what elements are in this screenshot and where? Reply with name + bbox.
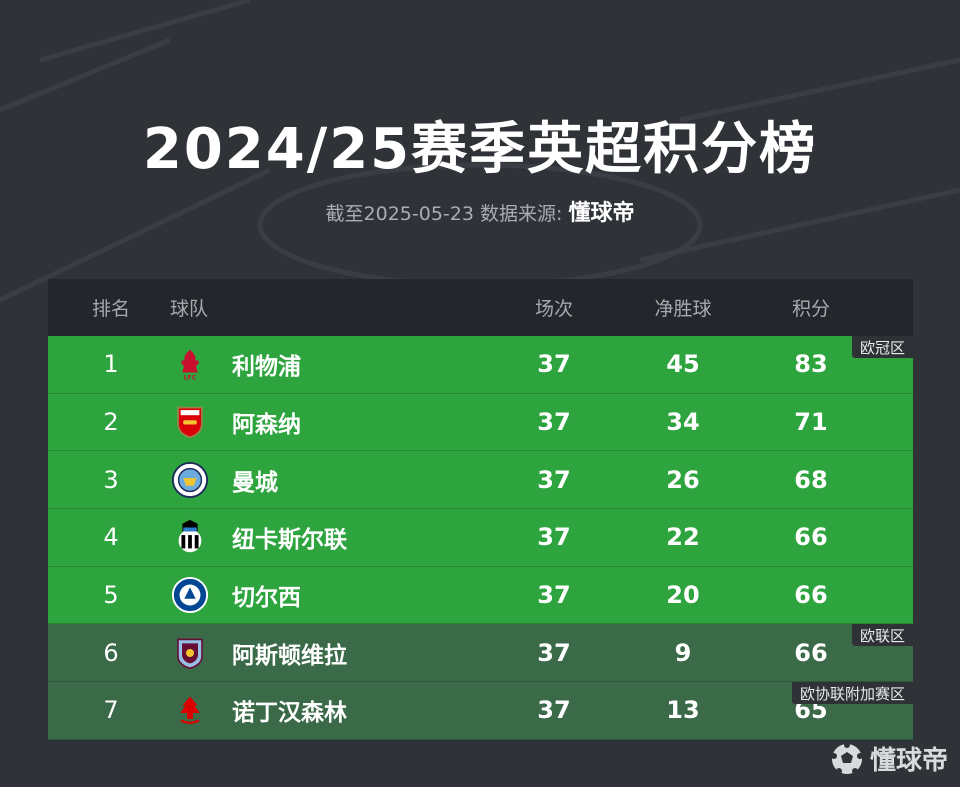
team-name: 曼城 [232,469,278,496]
rank-cell: 5 [103,581,119,610]
rank-cell: 4 [103,523,119,552]
chelsea-badge-icon [170,575,210,615]
col-header-points: 积分 [791,298,830,320]
goal-difference-cell: 34 [666,408,700,437]
played-cell: 37 [537,408,571,437]
goal-difference-cell: 26 [666,465,700,494]
newcastle-badge-icon [170,517,210,557]
played-cell: 37 [537,523,571,552]
table-row: 3 曼城 37 26 68 [48,451,913,510]
team-cell: 切尔西 [170,567,410,624]
col-header-rank: 排名 [91,298,130,320]
svg-text:LFC: LFC [184,375,196,382]
team-name: 诺丁汉森林 [232,700,347,727]
points-cell: 71 [794,408,828,437]
table-row: 7 诺丁汉森林 37 13 65 欧协联附加赛区 [48,682,913,740]
aston-villa-badge-icon [170,633,210,673]
page-title: 2024/25赛季英超积分榜 [142,117,818,182]
goal-difference-cell: 20 [666,581,700,610]
table-row: 4 纽卡斯尔联 37 22 66 [48,509,913,567]
liverpool-badge-icon: LFC [170,344,210,384]
data-source-line: 截至2025-05-23 数据来源: 懂球帝 [0,195,960,227]
points-cell: 66 [794,581,828,610]
table-row: 2 阿森纳 37 34 71 [48,393,913,452]
team-cell: 诺丁汉森林 [170,682,410,739]
man-city-badge-icon [170,460,210,500]
rank-cell: 2 [103,408,119,437]
team-cell: LFC 利物浦 [170,336,410,393]
zone-label: 欧冠区 [851,336,913,358]
watermark: 懂球帝 [830,740,948,777]
team-cell: 曼城 [170,451,410,508]
points-cell: 66 [794,523,828,552]
points-cell: 83 [794,350,828,379]
watermark-text: 懂球帝 [869,746,948,776]
col-header-played: 场次 [534,298,573,320]
team-name: 阿森纳 [232,412,301,439]
played-cell: 37 [537,350,571,379]
rank-cell: 1 [103,350,119,379]
goal-difference-cell: 9 [674,638,692,667]
arsenal-badge-icon [170,402,210,442]
played-cell: 37 [537,581,571,610]
team-name: 纽卡斯尔联 [232,527,347,554]
rank-cell: 3 [103,465,119,494]
played-cell: 37 [537,465,571,494]
team-name: 利物浦 [232,354,301,381]
table-header: 排名 球队 场次 净胜球 积分 [48,279,913,336]
played-cell: 37 [537,696,571,725]
points-cell: 66 [794,638,828,667]
football-logo-icon [830,741,863,774]
standings-table: 排名 球队 场次 净胜球 积分 1 LFC 利物浦 37 45 83 欧冠区 2 阿森纳 37 34… [48,279,913,740]
table-body: 1 LFC 利物浦 37 45 83 欧冠区 2 阿森纳 37 34 71 3 曼城 37 26 68 4 纽卡斯尔… [48,336,913,740]
goal-difference-cell: 13 [666,696,700,725]
as-of-date: 截至2025-05-23 数据来源: [325,203,569,225]
col-header-team: 球队 [170,298,209,320]
points-cell: 68 [794,465,828,494]
source-brand: 懂球帝 [568,201,635,226]
team-name: 阿斯顿维拉 [232,642,347,669]
team-cell: 阿森纳 [170,394,410,451]
rank-cell: 6 [103,638,119,667]
table-row: 5 切尔西 37 20 66 [48,566,913,625]
played-cell: 37 [537,638,571,667]
rank-cell: 7 [103,696,119,725]
goal-difference-cell: 45 [666,350,700,379]
col-header-goal-difference: 净胜球 [654,298,712,320]
team-name: 切尔西 [232,585,301,612]
zone-label: 欧联区 [851,624,913,647]
team-cell: 阿斯顿维拉 [170,624,410,681]
table-row: 1 LFC 利物浦 37 45 83 欧冠区 [48,336,913,394]
team-cell: 纽卡斯尔联 [170,509,410,566]
goal-difference-cell: 22 [666,523,700,552]
table-row: 6 阿斯顿维拉 37 9 66 欧联区 [48,624,913,683]
nottingham-forest-badge-icon [170,690,210,730]
zone-label: 欧协联附加赛区 [791,682,913,705]
